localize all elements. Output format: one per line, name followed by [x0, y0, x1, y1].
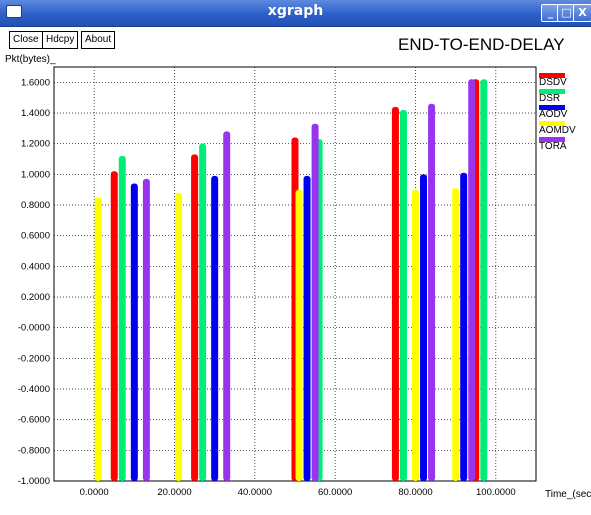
bar-aomdv — [412, 189, 419, 481]
legend-swatch-aomdv — [539, 121, 565, 126]
x-tick-label: 60.0000 — [318, 487, 352, 498]
bar-dsdv — [110, 171, 118, 481]
y-tick-label: 0.8000 — [21, 200, 50, 211]
legend-label-tora: TORA — [539, 141, 567, 152]
x-tick-label: 80.0000 — [398, 487, 432, 498]
bar-dsr — [199, 143, 207, 481]
bar-aodv — [303, 175, 311, 481]
bar-dsr — [118, 155, 126, 481]
bar-tora — [142, 178, 150, 481]
legend-swatch-dsr — [539, 89, 565, 94]
bar-tora — [468, 79, 476, 482]
close-window-button[interactable]: X — [573, 4, 591, 22]
y-tick-label: 0.4000 — [21, 261, 50, 272]
bar-tora — [223, 131, 231, 481]
x-tick-label: 40.0000 — [238, 487, 272, 498]
legend-label-dsdv: DSDV — [539, 77, 567, 88]
bar-dsdv — [191, 154, 199, 481]
legend-swatch-dsdv — [539, 73, 565, 78]
window-menu-icon[interactable] — [6, 5, 22, 18]
y-tick-label: -0.4000 — [18, 384, 50, 395]
bar-aodv — [130, 183, 138, 482]
bar-dsr — [480, 79, 488, 482]
y-tick-label: 0.2000 — [21, 292, 50, 303]
legend-swatch-aodv — [539, 105, 565, 110]
y-tick-label: 1.2000 — [21, 139, 50, 150]
bar-aomdv — [295, 189, 303, 481]
y-tick-label: 0.6000 — [21, 231, 50, 242]
bar-tora — [311, 123, 319, 481]
bar-aodv — [460, 172, 468, 482]
legend-label-dsr: DSR — [539, 93, 560, 104]
x-axis-label: Time_(sec) — [545, 489, 591, 500]
hdcpy-button[interactable]: Hdcpy — [42, 31, 79, 49]
bar-dsdv — [391, 106, 399, 481]
window-title: xgraph — [267, 3, 324, 19]
y-tick-label: -1.0000 — [18, 476, 50, 487]
y-tick-label: 1.4000 — [21, 108, 50, 119]
about-button[interactable]: About — [81, 31, 116, 49]
y-tick-label: -0.8000 — [18, 445, 50, 456]
x-tick-label: 20.0000 — [157, 487, 191, 498]
x-tick-label: 100.0000 — [476, 487, 516, 498]
legend-label-aomdv: AOMDV — [539, 125, 576, 136]
close-button[interactable]: Close — [9, 31, 43, 49]
y-tick-label: 1.0000 — [21, 169, 50, 180]
y-tick-label: -0.2000 — [18, 353, 50, 364]
legend-label-aodv: AODV — [539, 109, 568, 120]
chart-title: END-TO-END-DELAY — [398, 35, 565, 54]
bar-aodv — [211, 175, 219, 481]
bar-aomdv — [94, 197, 102, 482]
title-bar[interactable]: xgraph _ □ X — [0, 0, 591, 27]
bar-tora — [428, 103, 436, 482]
bar-aodv — [420, 174, 428, 482]
bar-dsr — [399, 109, 407, 481]
y-axis-label: Pkt(bytes)_ — [5, 54, 56, 65]
y-tick-label: -0.6000 — [18, 415, 50, 426]
bar-aomdv — [175, 192, 183, 481]
bar-aomdv — [452, 188, 460, 481]
y-tick-label: -0.0000 — [18, 323, 50, 334]
x-tick-label: 0.0000 — [80, 487, 109, 498]
legend-swatch-tora — [539, 137, 565, 142]
y-tick-label: 1.6000 — [21, 77, 50, 88]
